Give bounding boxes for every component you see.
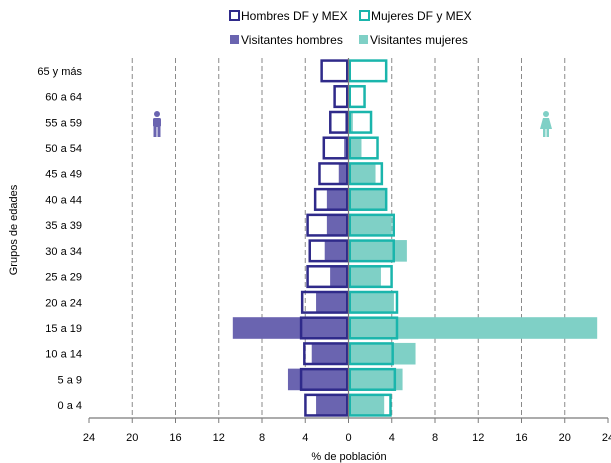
legend-label-mujeres-df-mex: Mujeres DF y MEX bbox=[371, 9, 472, 23]
bar-hombres-df-y-mex bbox=[299, 316, 349, 340]
x-tick-label: 12 bbox=[472, 432, 484, 444]
grid bbox=[131, 58, 566, 418]
bar-hombres-df-y-mex bbox=[320, 59, 349, 83]
bar-hombres-df-y-mex bbox=[308, 239, 349, 263]
bar-hombres-df-y-mex bbox=[318, 162, 349, 186]
bar-mujeres-df-y-mex bbox=[348, 110, 373, 134]
bar-visitantes-mujeres bbox=[348, 368, 403, 391]
bar-visitantes-hombres bbox=[316, 291, 349, 314]
bar-visitantes-mujeres bbox=[348, 162, 376, 185]
bar-visitantes-mujeres bbox=[348, 137, 362, 159]
y-tick-label: 60 a 64 bbox=[45, 92, 82, 104]
y-tick-label: 40 a 44 bbox=[45, 194, 82, 206]
y-tick-label: 5 a 9 bbox=[58, 374, 82, 386]
bar-mujeres-df-y-mex bbox=[348, 342, 394, 366]
x-tick-label: 8 bbox=[259, 432, 265, 444]
bar-visitantes-mujeres bbox=[348, 342, 416, 365]
y-tick-label: 30 a 34 bbox=[45, 246, 82, 258]
bar-hombres-df-y-mex bbox=[322, 136, 349, 160]
legend-swatch-visitantes-mujeres bbox=[359, 35, 368, 44]
x-tick-label: 16 bbox=[515, 432, 527, 444]
bar-visitantes-mujeres bbox=[348, 291, 394, 314]
y-tick-label: 45 a 49 bbox=[45, 169, 82, 181]
y-tick-label: 65 y más bbox=[37, 66, 82, 78]
bar-visitantes-hombres bbox=[311, 342, 349, 365]
y-tick-label: 25 a 29 bbox=[45, 272, 82, 284]
bar-visitantes-hombres bbox=[324, 240, 349, 262]
legend-label-hombres-df-mex: Hombres DF y MEX bbox=[241, 9, 348, 23]
bar-visitantes-hombres bbox=[326, 214, 349, 236]
bar-visitantes-hombres bbox=[330, 265, 349, 288]
bar-visitantes-hombres bbox=[326, 188, 349, 211]
bar-visitantes-hombres bbox=[316, 394, 349, 416]
bar-mujeres-df-y-mex bbox=[348, 59, 388, 83]
x-tick-label: 4 bbox=[389, 432, 395, 444]
bar-visitantes-hombres bbox=[287, 368, 349, 391]
x-tick-label: 16 bbox=[169, 432, 181, 444]
bar-visitantes-mujeres bbox=[348, 188, 387, 211]
bar-hombres-df-y-mex bbox=[306, 213, 349, 237]
bar-hombres-df-y-mex bbox=[329, 110, 349, 134]
x-tick-label: 8 bbox=[432, 432, 438, 444]
bar-visitantes-mujeres bbox=[348, 317, 598, 339]
bar-mujeres-df-y-mex bbox=[348, 162, 384, 186]
bar-hombres-df-y-mex bbox=[300, 290, 349, 314]
legend-label-visitantes-hombres: Visitantes hombres bbox=[241, 33, 343, 47]
bar-mujeres-df-y-mex bbox=[348, 290, 399, 314]
y-tick-label: 50 a 54 bbox=[45, 143, 82, 155]
legend-label-visitantes-mujeres: Visitantes mujeres bbox=[370, 33, 468, 47]
x-tick-label: 4 bbox=[302, 432, 308, 444]
resident-bars bbox=[299, 59, 399, 417]
y-axis-title: Grupos de edades bbox=[8, 184, 20, 275]
bar-mujeres-df-y-mex bbox=[348, 367, 397, 391]
bar-mujeres-df-y-mex bbox=[348, 85, 366, 109]
y-tick-label: 20 a 24 bbox=[45, 297, 82, 309]
bar-mujeres-df-y-mex bbox=[348, 187, 388, 211]
bar-hombres-df-y-mex bbox=[306, 265, 349, 289]
y-tick-label: 0 a 4 bbox=[58, 400, 82, 412]
bar-visitantes-mujeres bbox=[348, 214, 392, 236]
bar-hombres-df-y-mex bbox=[303, 342, 349, 366]
bar-visitantes-mujeres bbox=[348, 240, 407, 262]
x-tick-labels: 24 20 16 12 8 4 0 4 8 12 16 20 24 bbox=[83, 432, 611, 444]
bar-hombres-df-y-mex bbox=[313, 187, 349, 211]
x-tick-label: 20 bbox=[559, 432, 571, 444]
bar-mujeres-df-y-mex bbox=[348, 316, 399, 340]
x-tick-label: 20 bbox=[126, 432, 138, 444]
x-tick-label: 12 bbox=[213, 432, 225, 444]
y-tick-label: 35 a 39 bbox=[45, 220, 82, 232]
y-tick-label: 10 a 14 bbox=[45, 349, 82, 361]
bar-hombres-df-y-mex bbox=[299, 367, 349, 391]
bar-visitantes-hombres bbox=[232, 317, 349, 339]
bar-mujeres-df-y-mex bbox=[348, 136, 379, 160]
y-tick-label: 15 a 19 bbox=[45, 323, 82, 335]
legend-swatch-hombres-df-mex bbox=[229, 10, 240, 21]
bar-mujeres-df-y-mex bbox=[348, 393, 392, 417]
male-figure-icon bbox=[153, 111, 161, 137]
legend-swatch-visitantes-hombres bbox=[230, 35, 239, 44]
bar-mujeres-df-y-mex bbox=[348, 239, 395, 263]
y-tick-labels: 0 a 4 5 a 9 10 a 14 15 a 19 20 a 24 25 a 29 30… bbox=[37, 66, 82, 412]
bar-hombres-df-y-mex bbox=[304, 393, 349, 417]
female-figure-icon bbox=[540, 111, 552, 137]
axes bbox=[88, 58, 609, 423]
bar-hombres-df-y-mex bbox=[333, 85, 349, 109]
legend-swatch-mujeres-df-mex bbox=[359, 10, 370, 21]
bar-mujeres-df-y-mex bbox=[348, 213, 395, 237]
x-tick-label: 0 bbox=[345, 432, 351, 444]
legend: Hombres DF y MEX Mujeres DF y MEX Visita… bbox=[229, 9, 472, 47]
bar-mujeres-df-y-mex bbox=[348, 265, 393, 289]
x-tick-label: 24 bbox=[602, 432, 611, 444]
visitor-bars bbox=[232, 60, 598, 416]
x-axis-title: % de población bbox=[311, 451, 386, 463]
bar-visitantes-mujeres bbox=[348, 265, 381, 288]
x-tick-label: 24 bbox=[83, 432, 95, 444]
bar-visitantes-hombres bbox=[338, 162, 349, 185]
y-tick-label: 55 a 59 bbox=[45, 117, 82, 129]
bar-visitantes-mujeres bbox=[348, 394, 385, 416]
